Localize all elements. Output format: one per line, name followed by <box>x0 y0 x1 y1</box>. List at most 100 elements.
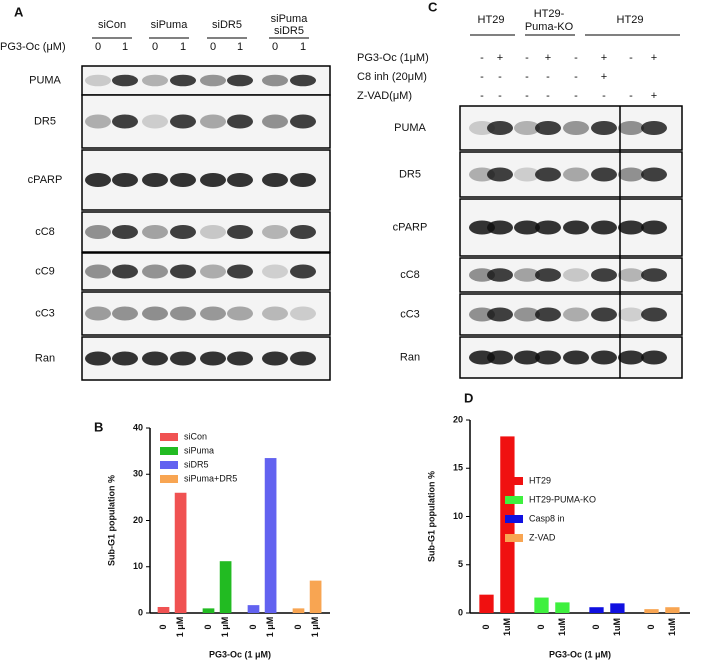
group-label: HT29 <box>478 14 505 26</box>
legend-swatch <box>160 447 178 455</box>
band <box>112 74 138 87</box>
band <box>563 121 589 135</box>
band <box>641 350 667 365</box>
group-label: siPuma <box>151 19 189 31</box>
sign: - <box>629 52 633 64</box>
band <box>514 350 540 365</box>
blot-row-label: Ran <box>35 352 55 364</box>
x-axis-label: PG3-Oc (1 μM) <box>209 649 271 659</box>
group-label: HT29 <box>617 14 644 26</box>
band <box>641 268 667 282</box>
band <box>200 173 226 187</box>
x-tick-label: 1uM <box>502 618 512 636</box>
y-tick-label: 40 <box>133 422 143 432</box>
band <box>487 121 513 135</box>
sign: + <box>497 52 503 64</box>
legend-label: HT29 <box>529 475 551 485</box>
band <box>487 350 513 365</box>
band <box>535 167 561 182</box>
band <box>142 114 168 129</box>
band <box>85 225 111 239</box>
dose-label: 0 <box>272 41 278 53</box>
band <box>170 225 196 239</box>
band <box>641 220 667 235</box>
x-tick-label: 1uM <box>612 618 622 636</box>
y-tick-label: 0 <box>458 607 463 617</box>
y-tick-label: 0 <box>138 607 143 617</box>
treatment-label: PG3-Oc (1μM) <box>357 52 429 64</box>
dose-label: 1 <box>300 41 306 53</box>
group-label: Puma-KO <box>525 21 574 33</box>
sign: - <box>480 71 484 83</box>
band <box>170 306 196 321</box>
x-tick-label: 1 μM <box>265 617 275 638</box>
band <box>535 121 561 135</box>
band <box>591 167 617 182</box>
band <box>85 351 111 366</box>
band <box>142 225 168 239</box>
dose-label: 0 <box>210 41 216 53</box>
y-axis-label: Sub-G1 population % <box>106 475 116 566</box>
band <box>290 114 316 129</box>
x-tick-label: 0 <box>536 624 546 629</box>
band <box>469 350 495 365</box>
x-tick-label: 0 <box>203 624 213 629</box>
sign: + <box>545 52 551 64</box>
band <box>112 114 138 129</box>
band <box>85 264 111 279</box>
sign: - <box>546 90 550 102</box>
band <box>514 121 540 135</box>
band <box>641 307 667 322</box>
treatment-label: Z-VAD(μM) <box>357 90 412 102</box>
band <box>563 220 589 235</box>
blot-row-label: PUMA <box>394 122 426 134</box>
blot-frame <box>81 291 331 336</box>
band <box>618 121 644 135</box>
band <box>142 74 168 87</box>
band <box>262 74 288 87</box>
x-tick-label: 0 <box>248 624 258 629</box>
band <box>290 306 316 321</box>
sign: - <box>629 90 633 102</box>
band <box>469 307 495 322</box>
group-label: HT29- <box>534 8 565 20</box>
band <box>170 114 196 129</box>
bar <box>534 597 549 613</box>
legend-swatch <box>160 461 178 469</box>
x-axis-label: PG3-Oc (1 μM) <box>549 649 611 659</box>
sign: - <box>525 52 529 64</box>
treatment-label: C8 inh (20μM) <box>357 71 427 83</box>
band <box>262 351 288 366</box>
sign: - <box>498 71 502 83</box>
bar <box>219 561 232 613</box>
band <box>469 121 495 135</box>
group-label: siDR5 <box>274 25 304 37</box>
band <box>535 307 561 322</box>
band <box>535 220 561 235</box>
band <box>262 114 288 129</box>
legend-label: siPuma <box>184 445 214 455</box>
group-label: siPuma <box>271 13 309 25</box>
band <box>85 173 111 187</box>
y-tick-label: 5 <box>458 559 463 569</box>
x-tick-label: 1 μM <box>220 617 230 638</box>
legend-label: siPuma+DR5 <box>184 473 237 483</box>
sign: - <box>525 90 529 102</box>
dose-label: 1 <box>180 41 186 53</box>
x-tick-label: 0 <box>591 624 601 629</box>
legend-swatch <box>505 477 523 485</box>
band <box>200 264 226 279</box>
band <box>170 351 196 366</box>
bar <box>555 602 570 613</box>
band <box>514 167 540 182</box>
sign: - <box>546 71 550 83</box>
y-tick-label: 30 <box>133 469 143 479</box>
band <box>170 74 196 87</box>
band <box>112 264 138 279</box>
band <box>591 307 617 322</box>
band <box>514 268 540 282</box>
band <box>618 220 644 235</box>
band <box>227 264 253 279</box>
group-label: siDR5 <box>212 19 242 31</box>
